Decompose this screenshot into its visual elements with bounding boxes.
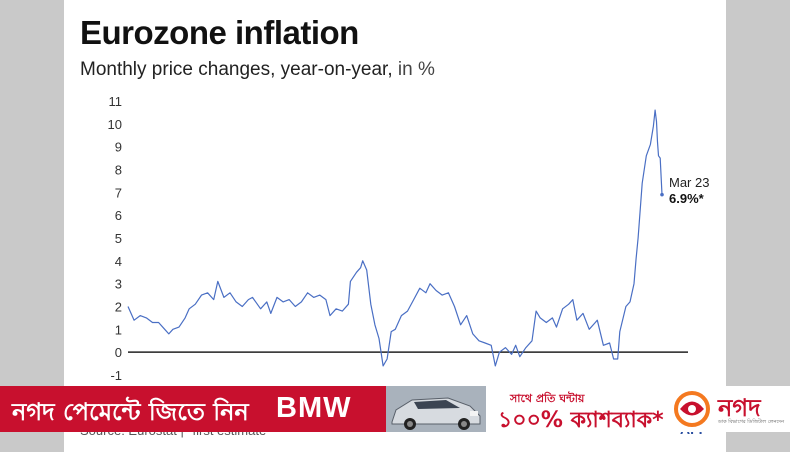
annotation-label: Mar 23 [669, 175, 709, 190]
chart-title: Eurozone inflation [80, 14, 359, 51]
inflation-series-line [127, 109, 663, 367]
annotation-point [660, 192, 664, 197]
car-image [386, 386, 486, 432]
y-tick-label: 5 [115, 231, 122, 246]
chart-card: Eurozone inflation Monthly price changes… [64, 0, 726, 452]
ad-offer-line1: সাথে প্রতি ঘন্টায় [510, 392, 585, 405]
annotation-value: 6.9%* [669, 191, 705, 206]
line-chart: -1 0 1 2 3 4 5 6 7 8 9 10 11 Mar 236.9%* [108, 94, 710, 383]
subtitle-text: Monthly price changes, year-on-year, [80, 59, 393, 80]
nagad-logo-icon [674, 391, 710, 427]
ad-logo-text: নগদ [718, 394, 761, 422]
chart-subtitle: Monthly price changes, year-on-year, in … [80, 59, 435, 81]
ad-headline: নগদ পেমেন্টে জিতে নিন [12, 398, 249, 426]
y-tick-label: -1 [110, 368, 122, 383]
y-tick-label: 1 [115, 322, 122, 337]
y-tick-label: 0 [115, 345, 122, 360]
y-tick-label: 6 [115, 208, 122, 223]
y-tick-label: 9 [115, 140, 122, 155]
ad-logo-subtext: ডাক বিভাগের ডিজিটাল লেনদেন [718, 419, 785, 425]
y-tick-label: 11 [109, 94, 123, 109]
y-tick-label: 4 [115, 254, 122, 269]
ad-banner[interactable]: নগদ পেমেন্টে জিতে নিন BMW সাথে প্রতি ঘন্… [0, 386, 790, 433]
ad-offer-panel [486, 386, 790, 432]
subtitle-unit: in % [397, 59, 435, 80]
y-tick-label: 7 [115, 185, 122, 200]
ad-offer-line2: ১০০% ক্যাশব্যাক* [498, 408, 664, 433]
y-tick-label: 8 [115, 163, 122, 178]
ad-brand: BMW [276, 392, 352, 424]
y-tick-label: 2 [115, 300, 122, 315]
y-tick-label: 10 [108, 117, 122, 132]
y-tick-label: 3 [115, 277, 122, 292]
